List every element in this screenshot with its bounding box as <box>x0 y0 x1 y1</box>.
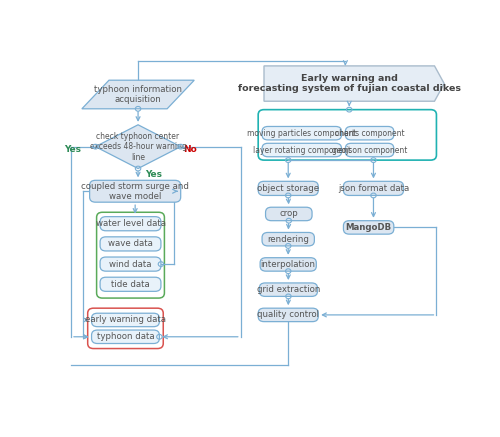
Text: typhoon data: typhoon data <box>96 332 154 341</box>
Text: early warning data: early warning data <box>85 316 166 324</box>
Polygon shape <box>264 66 444 101</box>
FancyBboxPatch shape <box>266 207 312 221</box>
Text: water level data: water level data <box>96 219 166 228</box>
FancyBboxPatch shape <box>262 143 342 157</box>
FancyBboxPatch shape <box>346 126 394 140</box>
Text: json format data: json format data <box>338 184 409 193</box>
Text: MangoDB: MangoDB <box>346 223 392 232</box>
Text: coupled storm surge and
wave model: coupled storm surge and wave model <box>81 181 189 201</box>
FancyBboxPatch shape <box>260 258 316 271</box>
Text: crop: crop <box>280 209 298 218</box>
FancyBboxPatch shape <box>92 313 160 327</box>
FancyBboxPatch shape <box>100 257 161 271</box>
FancyBboxPatch shape <box>100 217 161 231</box>
Text: geojson component: geojson component <box>332 146 407 155</box>
Text: charts component: charts component <box>335 129 404 138</box>
Text: Yes: Yes <box>145 170 162 179</box>
FancyBboxPatch shape <box>258 181 318 195</box>
Text: tide data: tide data <box>111 280 150 289</box>
FancyBboxPatch shape <box>344 181 404 195</box>
Text: interpolation: interpolation <box>260 260 316 269</box>
FancyBboxPatch shape <box>258 308 318 322</box>
Text: rendering: rendering <box>268 235 309 244</box>
Text: wave data: wave data <box>108 239 153 248</box>
Text: moving particles component: moving particles component <box>247 129 356 138</box>
FancyBboxPatch shape <box>100 277 161 291</box>
Text: grid extraction: grid extraction <box>256 285 320 294</box>
FancyBboxPatch shape <box>100 237 161 251</box>
Polygon shape <box>96 125 180 169</box>
Text: Yes: Yes <box>64 145 82 154</box>
Text: quality control: quality control <box>257 310 319 319</box>
Text: check typhoon center
exceeds 48-hour warning
line: check typhoon center exceeds 48-hour war… <box>90 132 186 162</box>
Text: typhoon information
acquisition: typhoon information acquisition <box>94 85 182 104</box>
FancyBboxPatch shape <box>260 283 318 296</box>
Text: layer rotating component: layer rotating component <box>253 146 351 155</box>
FancyBboxPatch shape <box>262 232 314 246</box>
FancyBboxPatch shape <box>344 221 394 234</box>
FancyBboxPatch shape <box>90 180 180 202</box>
Text: No: No <box>182 145 196 154</box>
Text: wind data: wind data <box>110 260 152 269</box>
Text: Early warning and
forecasting system of fujian coastal dikes: Early warning and forecasting system of … <box>238 74 461 93</box>
Text: object storage: object storage <box>257 184 320 193</box>
FancyBboxPatch shape <box>262 126 342 140</box>
FancyBboxPatch shape <box>346 143 394 157</box>
Polygon shape <box>82 80 194 109</box>
FancyBboxPatch shape <box>92 330 160 343</box>
